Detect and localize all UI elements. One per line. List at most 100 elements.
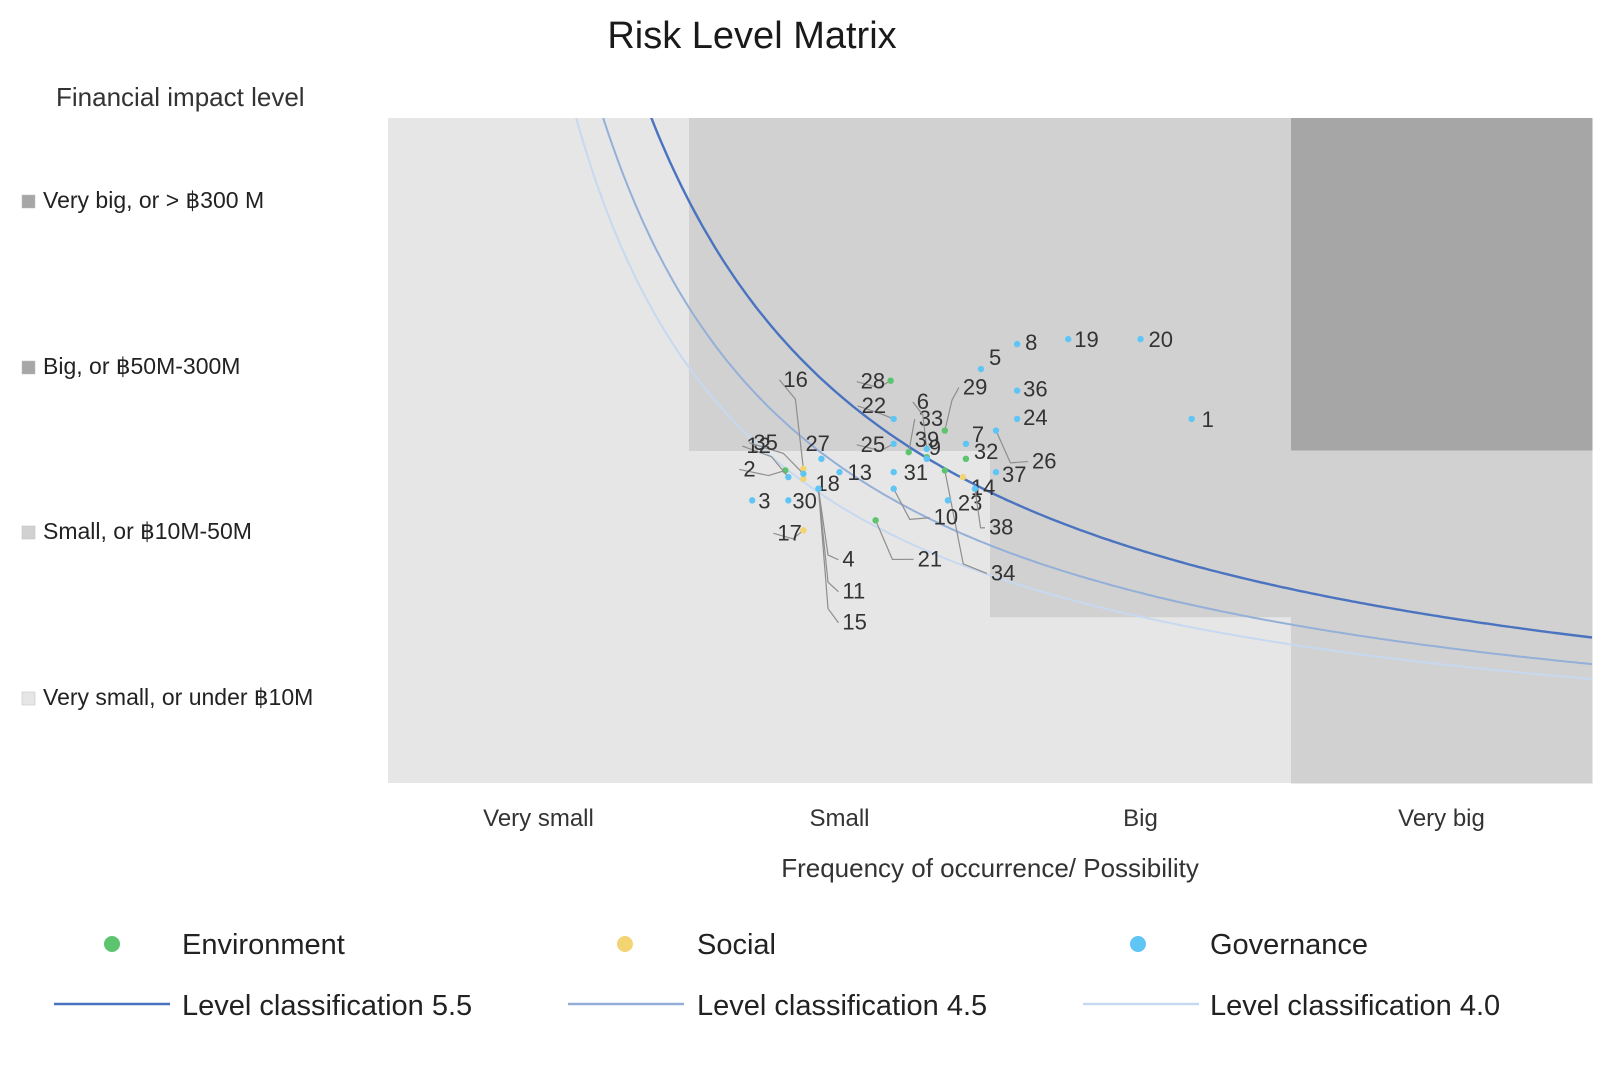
leader-line [974, 488, 985, 529]
data-label: 27 [805, 431, 829, 456]
data-label: 3 [758, 488, 770, 513]
data-label: 34 [991, 560, 1015, 585]
y-tick-label: Very big, or > ฿300 M [43, 187, 264, 213]
leader-line [995, 430, 1029, 464]
legend-label: Environment [182, 929, 345, 961]
y-level-swatch [21, 691, 36, 706]
data-label: 6 [917, 389, 929, 414]
data-label: 15 [842, 610, 866, 635]
leader-line [817, 488, 839, 561]
data-point [815, 485, 822, 492]
leader-line [778, 379, 804, 469]
leader-line [908, 419, 916, 453]
leader-line [893, 488, 930, 520]
y-level-swatch [21, 360, 36, 375]
level-curve-1 [650, 118, 1592, 639]
risk-zone-cell [1291, 450, 1593, 618]
risk-zone-cell [1291, 118, 1593, 285]
legend-marker [1130, 936, 1146, 952]
data-point [890, 440, 897, 448]
x-tick-label: Big [1123, 805, 1158, 832]
legend-label: Social [697, 929, 776, 961]
data-label: 22 [862, 393, 886, 418]
risk-zone-cell [1291, 616, 1593, 784]
data-label: 9 [929, 435, 941, 460]
risk-zone-cell [990, 118, 1292, 285]
chart-title: Risk Level Matrix [607, 15, 896, 57]
leader-line [749, 442, 804, 475]
data-point [1065, 335, 1072, 343]
data-label: 7 [972, 422, 984, 447]
data-label: 28 [861, 369, 885, 394]
legend-label: Level classification 4.5 [697, 990, 987, 1022]
data-point [890, 415, 897, 423]
data-point [836, 468, 843, 476]
data-point [890, 468, 897, 476]
data-point [971, 485, 979, 492]
data-label: 13 [848, 460, 872, 485]
data-point [1013, 415, 1021, 423]
data-label: 2 [743, 456, 755, 481]
risk-zone-cell [689, 284, 991, 451]
x-tick-label: Very big [1398, 805, 1485, 832]
legend-marker [104, 936, 120, 952]
data-point [962, 455, 970, 463]
leader-line [944, 470, 988, 575]
data-point [923, 445, 930, 453]
y-level-swatch [21, 194, 36, 209]
leader-line [739, 468, 786, 477]
level-curves [575, 118, 1592, 681]
x-tick-label: Very small [483, 805, 594, 832]
data-label: 37 [1002, 462, 1026, 487]
level-curve-2 [602, 118, 1592, 666]
data-point [941, 427, 949, 434]
data-label: 36 [1023, 377, 1047, 402]
data-label: 16 [783, 367, 807, 392]
leader-line [817, 488, 839, 593]
data-point [941, 467, 949, 474]
data-point [890, 485, 897, 492]
y-axis-label: Financial impact level [56, 82, 305, 112]
leader-line [817, 488, 839, 624]
data-label: 31 [904, 460, 928, 485]
data-point [1137, 335, 1144, 343]
data-point [887, 377, 894, 384]
legend-label: Level classification 5.5 [182, 990, 472, 1022]
level-curve-3 [575, 118, 1592, 681]
risk-zone-cell [990, 450, 1292, 618]
data-point [905, 448, 912, 456]
data-point [962, 440, 970, 448]
data-label: 30 [792, 488, 816, 513]
data-point [800, 465, 807, 472]
data-point [818, 455, 825, 463]
data-label: 26 [1032, 449, 1056, 474]
data-label: 29 [963, 375, 987, 400]
legend: Environment Social Governance Level classif… [54, 929, 1500, 1022]
y-tick-label: Very small, or under ฿10M [43, 684, 313, 710]
data-point [800, 470, 807, 477]
data-point [785, 473, 792, 481]
data-label: 35 [753, 430, 777, 455]
y-level-swatch [21, 525, 36, 540]
x-tick-label: Small [809, 805, 869, 832]
data-point [800, 475, 807, 482]
data-point [923, 455, 930, 463]
data-point [992, 427, 1000, 434]
leader-line [912, 401, 928, 449]
leader-line [742, 445, 789, 478]
data-label: 20 [1149, 327, 1173, 352]
leader-line [875, 520, 914, 561]
data-label: 1 [1202, 407, 1214, 432]
data-point [1013, 340, 1021, 348]
data-point [944, 497, 952, 504]
data-label: 38 [989, 515, 1013, 540]
data-label: 4 [842, 547, 854, 572]
data-label: 10 [934, 505, 958, 530]
data-label: 17 [777, 520, 801, 545]
leader-line [856, 443, 894, 452]
legend-label: Level classification 4.0 [1210, 990, 1500, 1022]
data-point [749, 497, 756, 504]
y-level-labels: Very small, or under ฿10M Small, or ฿10M-… [21, 187, 313, 710]
